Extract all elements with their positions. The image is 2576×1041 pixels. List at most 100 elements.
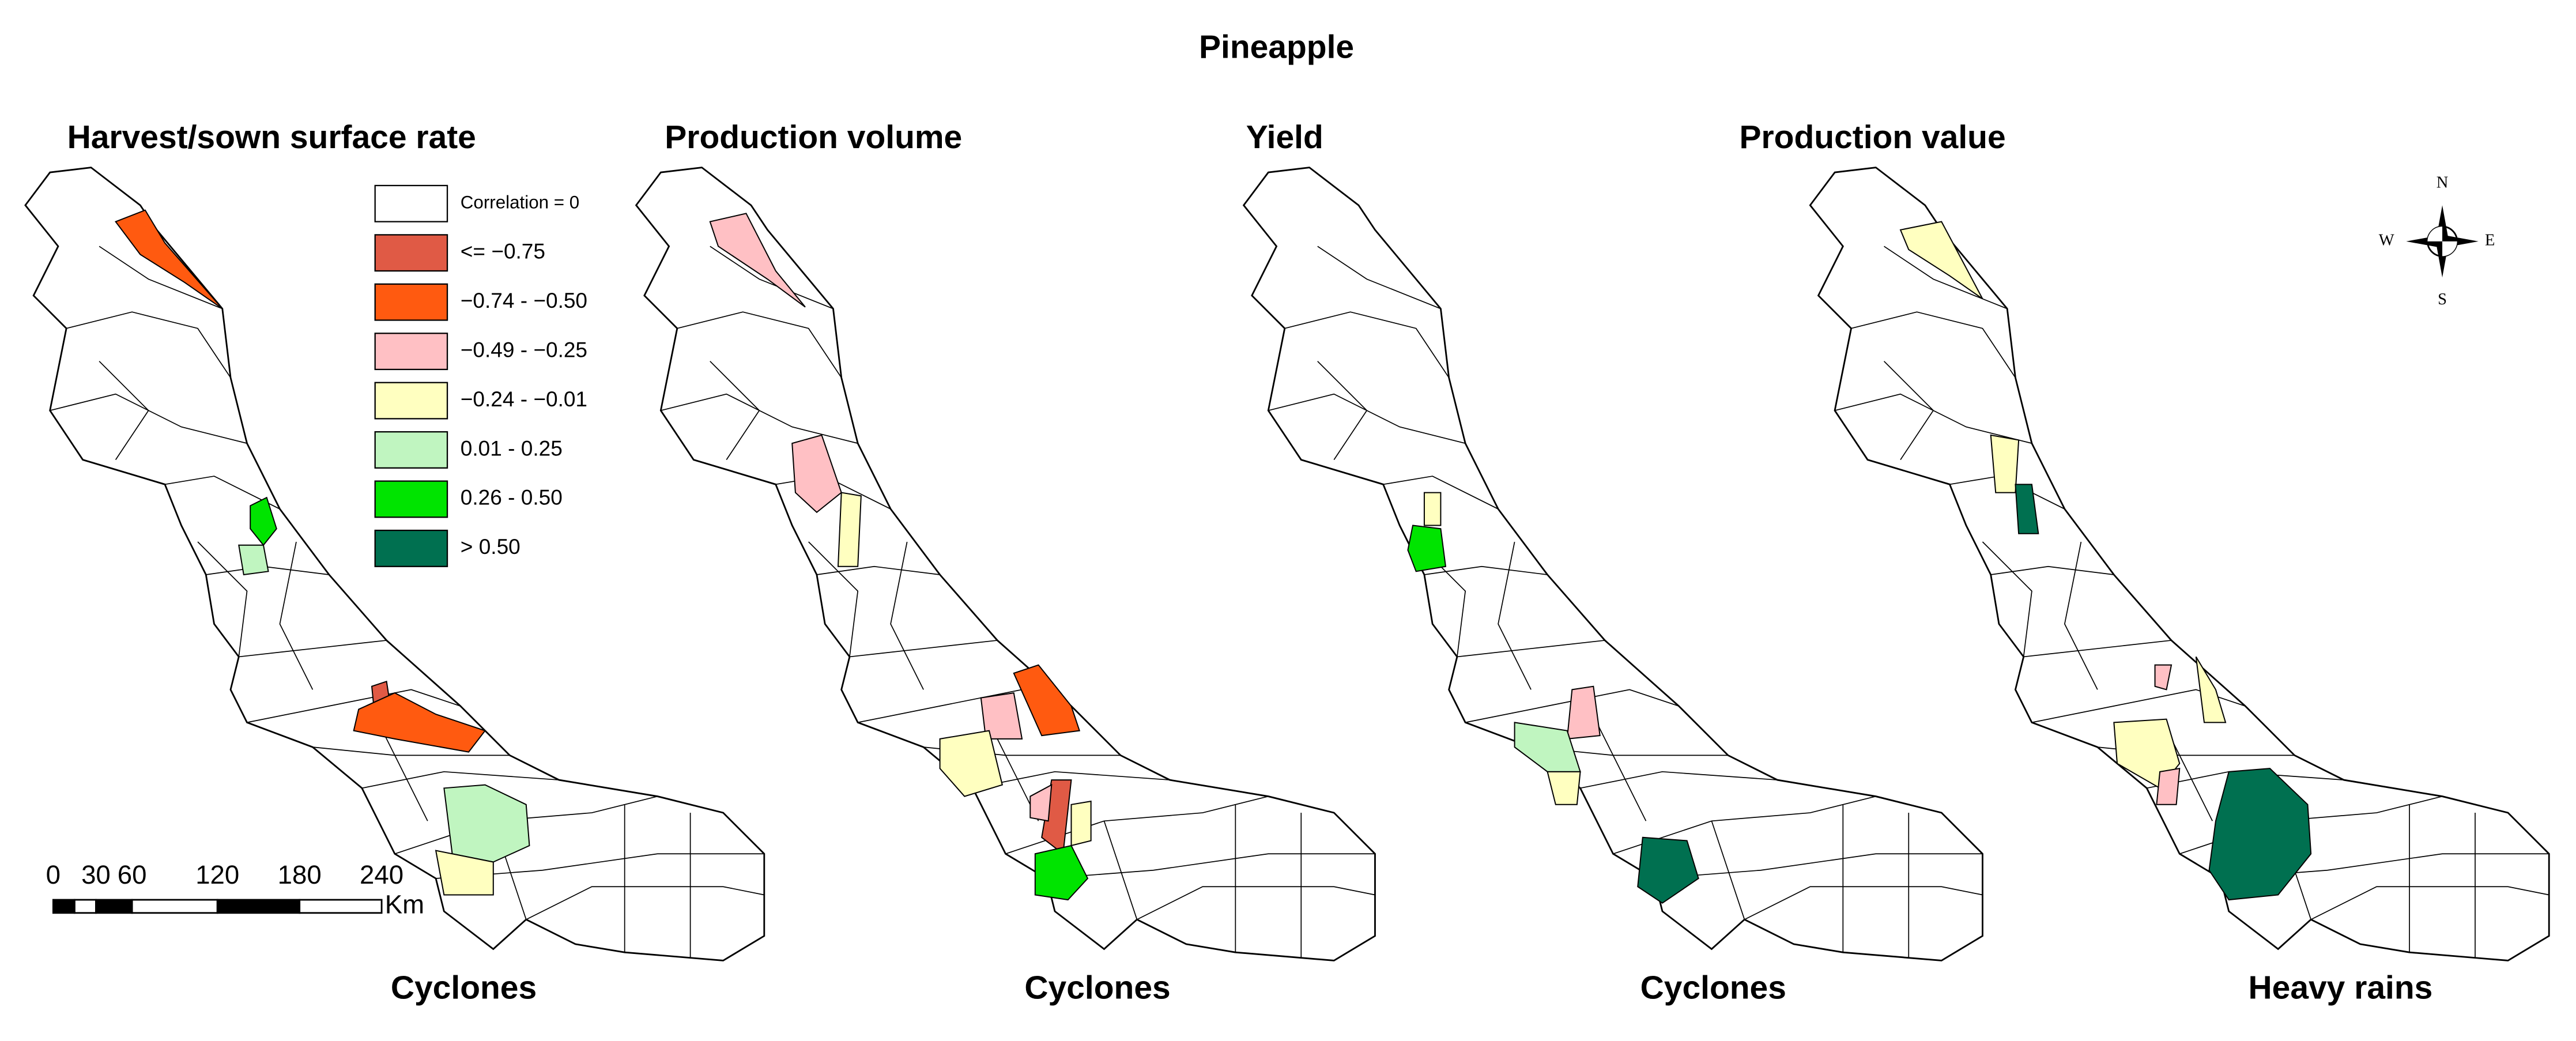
district bbox=[837, 492, 862, 567]
district bbox=[1029, 783, 1053, 822]
legend-label: −0.74 - −0.50 bbox=[461, 288, 587, 312]
district-boundary bbox=[677, 311, 842, 378]
district-boundary bbox=[890, 541, 924, 690]
district bbox=[1566, 685, 1601, 740]
district bbox=[1899, 221, 1983, 300]
district bbox=[250, 496, 277, 546]
legend: Correlation = 0 <= −0.75 −0.74 - −0.50 −0.4… bbox=[374, 184, 587, 567]
map-panel bbox=[1809, 167, 2550, 961]
district-boundary bbox=[361, 771, 559, 789]
district-boundary bbox=[710, 361, 760, 461]
map-panel bbox=[1242, 167, 1983, 961]
district-boundary bbox=[1137, 886, 1375, 920]
legend-swatch bbox=[374, 382, 448, 420]
district-boundary bbox=[1851, 311, 2016, 378]
district-boundary bbox=[1284, 311, 1450, 378]
legend-swatch bbox=[374, 333, 448, 371]
scale-segment bbox=[131, 899, 218, 914]
district-boundary bbox=[1457, 640, 1605, 658]
district-boundary bbox=[808, 541, 859, 657]
district-boundary bbox=[849, 640, 998, 658]
district bbox=[1013, 664, 1081, 737]
district-boundary bbox=[239, 640, 387, 658]
legend-label: −0.49 - −0.25 bbox=[461, 337, 587, 361]
district bbox=[435, 850, 494, 896]
panel-title: Production value bbox=[1740, 119, 2006, 156]
map-panel bbox=[635, 167, 1376, 961]
panel-label: Cyclones bbox=[1640, 970, 1786, 1006]
district bbox=[1423, 492, 1442, 526]
legend-label: −0.24 - −0.01 bbox=[461, 387, 587, 411]
legend-swatch bbox=[374, 184, 448, 222]
figure-title: Pineapple bbox=[1199, 29, 1354, 66]
panel-title: Yield bbox=[1246, 119, 1323, 156]
legend-swatch bbox=[374, 480, 448, 518]
district-boundary bbox=[1580, 771, 1778, 789]
legend-label: 0.26 - 0.50 bbox=[461, 485, 563, 510]
district bbox=[939, 730, 1004, 797]
legend-label: 0.01 - 0.25 bbox=[461, 436, 563, 460]
district-boundary bbox=[2031, 689, 2246, 723]
district bbox=[1034, 844, 1089, 901]
scale-tick-label: 240 bbox=[360, 860, 403, 889]
district-boundary bbox=[1883, 361, 1934, 461]
scale-segment bbox=[216, 899, 301, 914]
legend-swatch bbox=[374, 283, 448, 321]
scale-segment bbox=[73, 899, 97, 914]
district bbox=[115, 209, 223, 310]
district bbox=[2195, 656, 2227, 723]
district bbox=[2156, 767, 2181, 805]
district-boundary bbox=[1990, 565, 2114, 575]
district-boundary bbox=[1498, 541, 1532, 690]
compass-s: S bbox=[2438, 291, 2447, 308]
scale-tick-label: 120 bbox=[195, 860, 239, 889]
district-boundary bbox=[99, 361, 149, 461]
district-boundary bbox=[1317, 361, 1368, 461]
legend-label: <= −0.75 bbox=[461, 239, 545, 263]
district bbox=[238, 544, 269, 576]
scale-tick-label: 60 bbox=[118, 860, 147, 889]
district-boundary bbox=[1596, 722, 1647, 821]
district bbox=[1070, 800, 1092, 847]
panel-title: Harvest/sown surface rate bbox=[67, 119, 476, 156]
district bbox=[980, 692, 1023, 740]
district-boundary bbox=[164, 476, 280, 510]
compass: N S E W bbox=[2379, 174, 2495, 308]
district bbox=[1547, 771, 1581, 805]
legend-swatch bbox=[374, 431, 448, 469]
district bbox=[2154, 664, 2173, 691]
district-boundary bbox=[2310, 886, 2549, 920]
district bbox=[791, 434, 842, 514]
map-panel bbox=[24, 167, 765, 961]
district-boundary bbox=[279, 541, 314, 690]
district-boundary bbox=[1654, 853, 1983, 879]
compass-needle bbox=[2406, 235, 2479, 248]
district-boundary bbox=[2023, 640, 2172, 658]
district bbox=[709, 213, 806, 308]
panel-label: Heavy rains bbox=[2249, 970, 2433, 1006]
district-boundary bbox=[1383, 476, 1499, 510]
district-boundary bbox=[1424, 565, 1548, 575]
district bbox=[1407, 525, 1447, 572]
district-boundary bbox=[2064, 541, 2098, 690]
district-boundary bbox=[526, 886, 764, 920]
scale-unit: Km bbox=[385, 889, 424, 919]
district bbox=[2208, 768, 2312, 901]
district-boundary bbox=[1103, 821, 1138, 920]
panel-label: Cyclones bbox=[1024, 970, 1170, 1006]
panel-label: Cyclones bbox=[391, 970, 537, 1006]
legend-label: Correlation = 0 bbox=[461, 193, 579, 213]
legend-swatch bbox=[374, 529, 448, 567]
scale-tick-label: 30 bbox=[81, 860, 111, 889]
district bbox=[1637, 836, 1699, 904]
district-boundary bbox=[1317, 246, 1441, 310]
compass-e: E bbox=[2485, 231, 2495, 249]
scale-segment bbox=[299, 899, 383, 914]
scale-tick-label: 180 bbox=[278, 860, 322, 889]
district-boundary bbox=[710, 246, 833, 310]
legend-label: > 0.50 bbox=[461, 534, 521, 559]
compass-w: W bbox=[2379, 231, 2394, 249]
district-boundary bbox=[1982, 541, 2032, 657]
scale-segment bbox=[52, 899, 76, 914]
scale-tick-label: 0 bbox=[46, 860, 61, 889]
